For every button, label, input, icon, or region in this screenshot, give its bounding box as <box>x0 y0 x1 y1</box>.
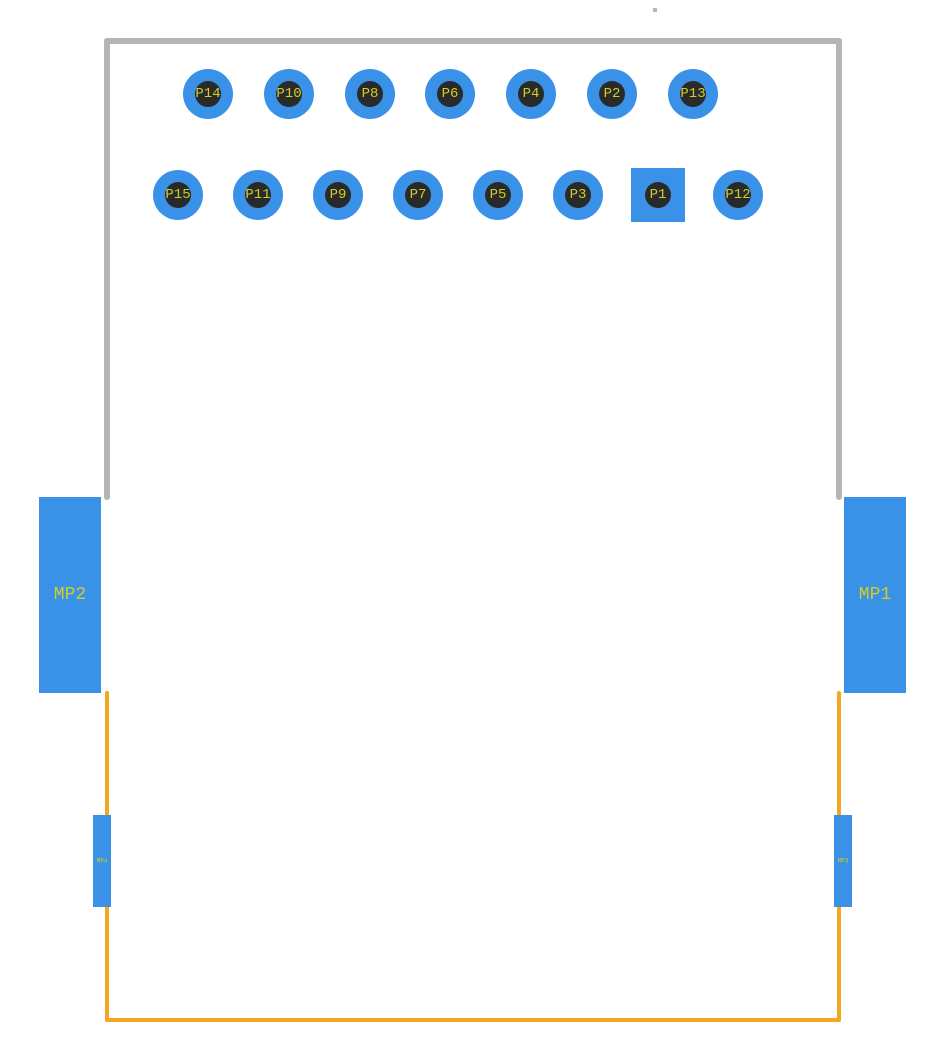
pad-label: P13 <box>680 86 705 102</box>
pad-label: P6 <box>442 86 459 102</box>
pad-label: MP1 <box>859 585 891 605</box>
th-pad-p7: P7 <box>393 170 443 220</box>
th-pad-p3: P3 <box>553 170 603 220</box>
th-pad-p14: P14 <box>183 69 233 119</box>
pad-label: P15 <box>165 187 190 203</box>
pad-label: MP2 <box>54 585 86 605</box>
pad-label: MP3 <box>838 858 849 865</box>
th-pad-p9: P9 <box>313 170 363 220</box>
pad-label: P2 <box>604 86 621 102</box>
pad-label: P3 <box>570 187 587 203</box>
smd-pad-mp1: MP1 <box>844 497 906 693</box>
th-pad-p2: P2 <box>587 69 637 119</box>
pcb-footprint-canvas: MP2 MP1 MP4 MP3 P14 P10 P8 P6 P4 P2 P13 P15 P11 P9 P7 P… <box>0 0 928 1046</box>
th-pad-p10: P10 <box>264 69 314 119</box>
th-pad-p4: P4 <box>506 69 556 119</box>
pad-label: P12 <box>725 187 750 203</box>
th-pad-p1-square: P1 <box>631 168 685 222</box>
pad-label: P7 <box>410 187 427 203</box>
th-pad-p12: P12 <box>713 170 763 220</box>
th-pad-p8: P8 <box>345 69 395 119</box>
pad-label: P8 <box>362 86 379 102</box>
pad-label: P1 <box>650 187 667 203</box>
smd-pad-mp2: MP2 <box>39 497 101 693</box>
pad-label: P14 <box>195 86 220 102</box>
th-pad-p13: P13 <box>668 69 718 119</box>
pad-label: P5 <box>490 187 507 203</box>
th-pad-p5: P5 <box>473 170 523 220</box>
origin-marker <box>653 8 657 12</box>
smd-pad-mp3: MP3 <box>834 815 852 907</box>
pad-label: P11 <box>245 187 270 203</box>
th-pad-p11: P11 <box>233 170 283 220</box>
pad-label: MP4 <box>97 858 108 865</box>
th-pad-p6: P6 <box>425 69 475 119</box>
pad-label: P9 <box>330 187 347 203</box>
pad-label: P10 <box>276 86 301 102</box>
smd-pad-mp4: MP4 <box>93 815 111 907</box>
th-pad-p15: P15 <box>153 170 203 220</box>
pad-label: P4 <box>523 86 540 102</box>
